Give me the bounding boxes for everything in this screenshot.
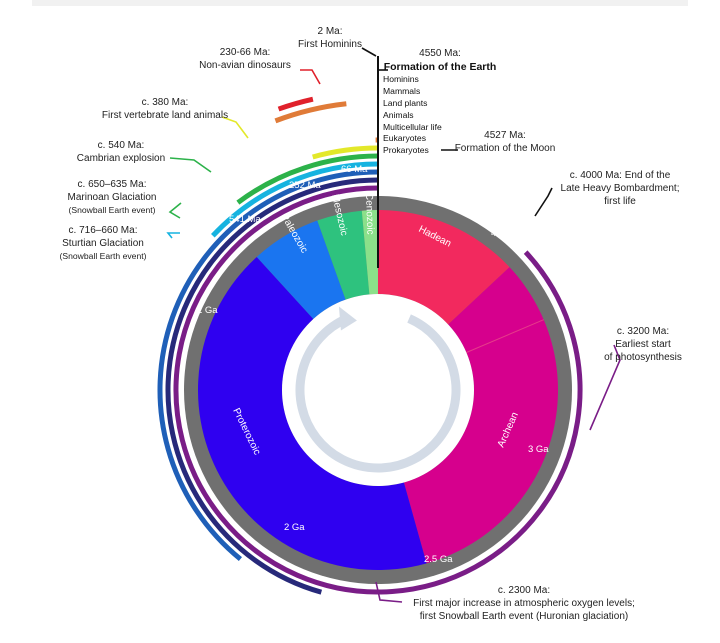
ring-label-4-ga-inner: 4 Ga (491, 228, 512, 239)
life-arc-multicellular-life (157, 169, 379, 562)
event-sturtian-sub: (Snowball Earth event) (60, 251, 147, 261)
arc-label-eukaryotes: Eukaryotes (383, 133, 426, 143)
connector-dinosaurs (300, 69, 321, 85)
connector-cambrian (169, 157, 212, 173)
connector-vertebrates (221, 116, 249, 139)
eon-label-cenozoic: Cenozoic (363, 193, 375, 235)
ring-label-66-ma: 66 Ma (341, 164, 368, 175)
connector-marinoan (168, 202, 182, 219)
event-cambrian-text: Cambrian explosion (77, 153, 165, 164)
ring-label-4-6-ga: 4.6 Ga (380, 163, 409, 174)
dinosaur-arc (277, 96, 314, 112)
event-hominins-text: First Hominins (298, 39, 362, 50)
archean-subdivision-line (466, 319, 544, 353)
event-sturtian-date: c. 716–660 Ma: (69, 225, 138, 236)
top-bar (32, 0, 688, 6)
life-arc-animals (211, 161, 379, 238)
ring-layer (184, 196, 572, 584)
event-hominins-date: 2 Ma: (317, 26, 342, 37)
eon-wedge-paleozoic (256, 220, 346, 320)
connector-hominins (361, 47, 377, 57)
event-moon-text: Formation of the Moon (455, 143, 556, 154)
eon-wedge-mesozoic (317, 210, 370, 300)
arc-label-hominins: Hominins (383, 74, 419, 84)
event-photosynthesis-line1: c. 3200 Ma: (617, 326, 669, 337)
ring-label-541-ma: 541 Ma (229, 214, 261, 225)
inner-disk (282, 294, 474, 486)
connector-lhb (534, 187, 553, 217)
event-oxygen-line1: c. 2300 Ma: (498, 585, 550, 596)
eon-wedge-archean (403, 267, 558, 564)
eon-wedge-cenozoic (361, 210, 378, 295)
ring-label-2-ga: 2 Ga (284, 522, 305, 533)
arc-label-land-plants: Land plants (383, 98, 427, 108)
event-oxygen-line2: First major increase in atmospheric oxyg… (413, 598, 635, 609)
ring-label-2-5-ga: 2.5 Ga (424, 554, 453, 565)
event-connectors (166, 47, 621, 603)
event-photosynthesis-line2: Earliest start (615, 339, 671, 350)
event-formation-text: Formation of the Earth (384, 61, 497, 73)
event-cambrian-date: c. 540 Ma: (98, 140, 145, 151)
event-vertebrates-date: c. 380 Ma: (142, 97, 189, 108)
mammal-marker-arc (274, 101, 347, 124)
life-arc-eukaryotes (165, 177, 379, 595)
connector-oxygen (375, 581, 403, 603)
eon-wedge-hadean (378, 210, 510, 325)
event-dinosaurs-text: Non-avian dinosaurs (199, 60, 291, 71)
event-marinoan-sub: (Snowball Earth event) (69, 205, 156, 215)
life-arc-land-plants (236, 153, 379, 205)
event-vertebrates-text: First vertebrate land animals (102, 110, 228, 121)
event-dinosaurs-date: 230-66 Ma: (220, 47, 271, 58)
ring-label-3-ga: 3 Ga (528, 444, 549, 455)
ring-label-1-ga: 1 Ga (197, 305, 218, 316)
event-marinoan-text: Marinoan Glaciation (68, 192, 157, 203)
event-photosynthesis-line3: of photosynthesis (604, 352, 682, 363)
arc-label-mammals: Mammals (383, 86, 420, 96)
timeline-arrow (295, 306, 461, 473)
arc-layer (157, 96, 583, 595)
event-lhb-line2: Late Heavy Bombardment; (561, 183, 680, 194)
event-sturtian-text: Sturtian Glaciation (62, 238, 144, 249)
event-lhb-line3: first life (604, 196, 636, 207)
life-arc-mammals (312, 145, 379, 160)
ring-label-252-ma: 252 Ma (289, 180, 321, 191)
arc-label-multicellular: Multicellular life (383, 122, 442, 132)
event-oxygen-line3: first Snowball Earth event (Huronian gla… (420, 611, 628, 622)
eon-wedge-proterozoic (197, 256, 427, 571)
event-moon-date: 4527 Ma: (484, 130, 526, 141)
event-formation-date: 4550 Ma: (419, 48, 461, 59)
life-arc-prokaryotes (173, 185, 583, 595)
arc-label-prokaryotes: Prokaryotes (383, 145, 429, 155)
event-lhb-line1: c. 4000 Ma: End of the (570, 170, 671, 181)
event-marinoan-date: c. 650–635 Ma: (78, 179, 147, 190)
connector-photosynthesis (589, 344, 621, 431)
arc-label-animals: Animals (383, 110, 414, 120)
connector-sturtian (166, 232, 180, 239)
